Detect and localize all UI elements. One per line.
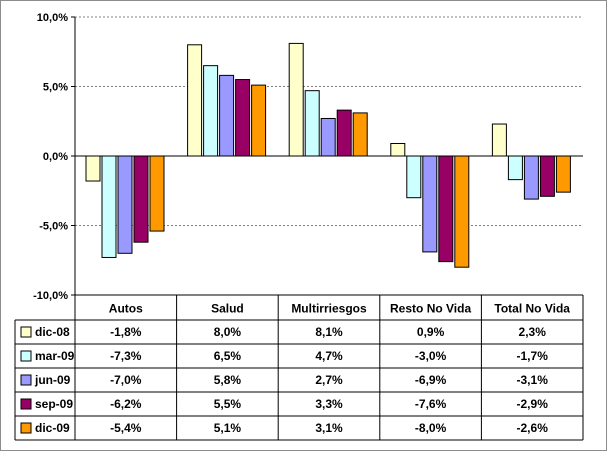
- bar-dic-09-salud: [251, 84, 267, 157]
- legend-key-sep-09: [20, 398, 32, 410]
- legend-key-dic-09: [20, 422, 32, 434]
- data-label: 2,3%: [519, 325, 547, 339]
- data-label: -6,9%: [415, 373, 447, 387]
- y-tick-label: -5,0%: [39, 221, 68, 233]
- data-label: -1,7%: [517, 349, 549, 363]
- bar-sep-09-multirriesgos: [336, 109, 352, 157]
- bar-dic-09-total-no-vida: [555, 155, 571, 193]
- category-label: Salud: [211, 302, 244, 316]
- bar-sep-09-autos: [133, 155, 149, 243]
- bar-mar-09-salud: [203, 65, 219, 157]
- data-label: 4,7%: [315, 349, 343, 363]
- data-label: -8,0%: [415, 421, 447, 435]
- y-tick-label: -10,0%: [33, 290, 68, 302]
- data-label: 3,3%: [315, 397, 343, 411]
- series-name: jun-09: [34, 373, 71, 387]
- legend-key-dic-08: [20, 326, 32, 338]
- data-label: 8,0%: [214, 325, 242, 339]
- data-label: -3,1%: [517, 373, 549, 387]
- bar-sep-09-resto-no-vida: [438, 155, 454, 263]
- data-label: -2,6%: [517, 421, 549, 435]
- series-name: dic-08: [35, 325, 70, 339]
- data-label: -1,8%: [110, 325, 142, 339]
- series-name: sep-09: [35, 397, 73, 411]
- bar-sep-09-total-no-vida: [539, 155, 555, 197]
- data-label: 2,7%: [315, 373, 343, 387]
- data-label: -7,6%: [415, 397, 447, 411]
- y-tick-label: 0,0%: [43, 151, 68, 163]
- bar-dic-09-resto-no-vida: [454, 155, 470, 268]
- data-label: -5,4%: [110, 421, 142, 435]
- bar-jun-09-resto-no-vida: [422, 155, 438, 253]
- data-label: -3,0%: [415, 349, 447, 363]
- bar-sep-09-salud: [235, 79, 251, 157]
- bar-jun-09-salud: [219, 74, 235, 157]
- bar-jun-09-total-no-vida: [523, 155, 539, 200]
- category-label: Autos: [109, 302, 143, 316]
- bar-jun-09-autos: [117, 155, 133, 254]
- category-label: Multirriesgos: [291, 302, 367, 316]
- legend-key-mar-09: [20, 350, 32, 362]
- bar-dic-08-salud: [187, 44, 203, 157]
- bar-mar-09-multirriesgos: [304, 90, 320, 157]
- series-name: dic-09: [35, 421, 70, 435]
- data-label: 5,1%: [214, 421, 242, 435]
- legend-key-jun-09: [20, 374, 32, 386]
- data-label: -2,9%: [517, 397, 549, 411]
- bar-mar-09-total-no-vida: [507, 155, 523, 181]
- y-tick-label: 10,0%: [37, 12, 68, 24]
- y-tick-label: 5,0%: [43, 82, 68, 94]
- bar-dic-09-autos: [149, 155, 165, 232]
- bar-mar-09-autos: [101, 155, 117, 258]
- bar-dic-08-multirriesgos: [288, 42, 304, 157]
- series-name: mar-09: [35, 349, 75, 363]
- data-label: 5,8%: [214, 373, 242, 387]
- data-label: -7,3%: [110, 349, 142, 363]
- data-label: -6,2%: [110, 397, 142, 411]
- bar-dic-09-multirriesgos: [352, 112, 368, 157]
- category-label: Resto No Vida: [390, 302, 471, 316]
- bar-jun-09-multirriesgos: [320, 117, 336, 157]
- bar-dic-08-total-no-vida: [491, 123, 507, 157]
- data-label: 6,5%: [214, 349, 242, 363]
- bar-dic-08-autos: [85, 155, 101, 182]
- data-label: 3,1%: [315, 421, 343, 435]
- category-label: Total No Vida: [494, 302, 570, 316]
- data-label: -7,0%: [110, 373, 142, 387]
- data-label: 0,9%: [417, 325, 445, 339]
- bar-mar-09-resto-no-vida: [406, 155, 422, 199]
- bar-dic-08-resto-no-vida: [390, 142, 406, 157]
- data-label: 5,5%: [214, 397, 242, 411]
- data-label: 8,1%: [315, 325, 343, 339]
